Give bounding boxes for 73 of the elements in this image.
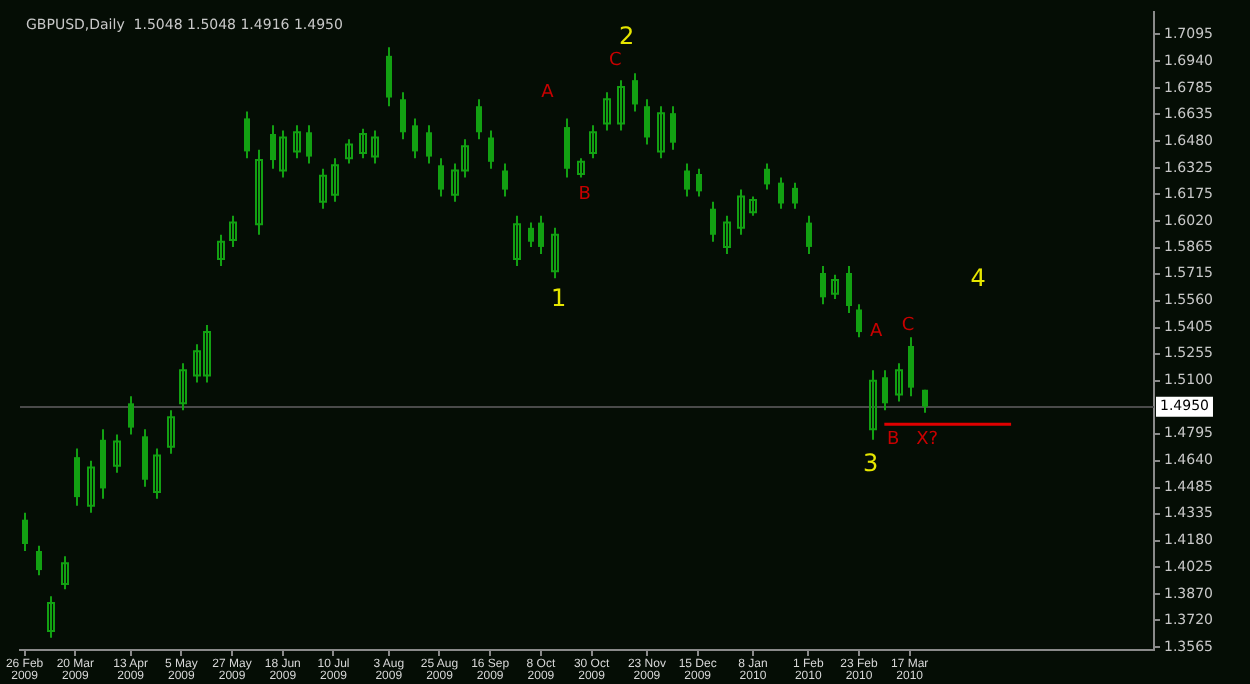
candlestick (869, 369, 877, 441)
candlestick (87, 459, 95, 514)
candlestick (217, 233, 225, 268)
candlestick (806, 214, 812, 255)
candlestick (47, 595, 55, 639)
candlestick (908, 336, 914, 398)
candlestick (113, 433, 121, 474)
candlestick (128, 395, 134, 436)
candlestick (846, 265, 852, 314)
annotation: A (870, 321, 884, 342)
candlestick (179, 362, 187, 412)
annotation: 2 (619, 22, 635, 51)
candlestick (670, 105, 676, 151)
candlestick (856, 303, 862, 339)
candlestick (657, 105, 665, 160)
candlestick (528, 221, 534, 248)
candlestick (61, 555, 69, 591)
candlestick (412, 117, 418, 160)
candlestick (723, 214, 731, 255)
candlestick (22, 511, 28, 552)
candlestick (792, 181, 798, 210)
candlestick (564, 117, 570, 179)
candlestick (229, 214, 237, 248)
candlestick (749, 195, 757, 217)
candlestick (589, 124, 597, 160)
candlestick (167, 409, 175, 455)
candlestick (255, 148, 263, 236)
candlestick (438, 157, 444, 198)
candlestick (331, 157, 339, 203)
annotation: C (901, 315, 915, 336)
candlestick (684, 162, 690, 198)
candlestick (345, 138, 353, 165)
candlestick (244, 110, 250, 160)
candlestick (359, 127, 367, 160)
candlestick (577, 157, 585, 179)
candlestick (644, 98, 650, 146)
candlestick (74, 447, 80, 507)
candlestick (142, 428, 148, 488)
candlestick (513, 214, 521, 268)
annotation: C (609, 50, 622, 71)
candlestick (737, 188, 745, 236)
candlestick (400, 91, 406, 141)
candlestick (764, 162, 770, 191)
candlestick (696, 167, 702, 198)
candlestick (895, 362, 903, 403)
candlestick (538, 214, 544, 255)
candlestick (882, 369, 888, 412)
candlestick (710, 200, 716, 243)
candlestick (36, 544, 42, 577)
candlestick (502, 162, 508, 198)
candlestick (386, 46, 392, 108)
candlestick (306, 124, 312, 165)
candlestick (617, 79, 625, 132)
candlestick (551, 226, 559, 280)
candlestick (488, 129, 494, 170)
candlestick (831, 273, 839, 301)
candlestick (371, 129, 379, 165)
candlestick (476, 98, 482, 141)
candlestick (778, 176, 784, 210)
candlestick (426, 124, 432, 165)
annotation: 4 (970, 264, 986, 293)
annotation: X? (916, 430, 939, 451)
annotation: B (578, 184, 591, 205)
candlestick (603, 91, 611, 132)
annotation: 3 (862, 449, 879, 478)
candlestick (293, 124, 301, 160)
candlestick (820, 265, 826, 306)
annotation: 1 (551, 283, 567, 312)
annotation: A (541, 82, 556, 103)
annotation: B (886, 430, 900, 451)
candlestick (632, 72, 638, 113)
candlestick (153, 447, 161, 500)
candlestick (319, 167, 327, 210)
